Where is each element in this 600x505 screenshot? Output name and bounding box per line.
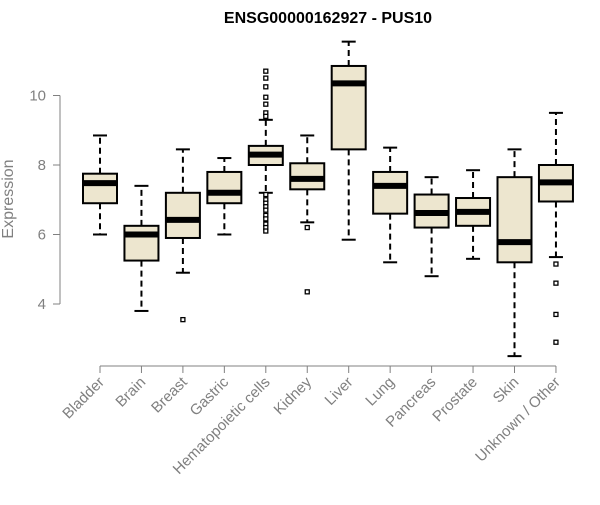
y-tick-label: 4 [38,296,46,313]
box-group [413,176,450,278]
box-iqr [82,172,118,205]
box-group [330,40,367,241]
outlier-point [263,68,269,74]
x-category-label: Breast [148,373,191,416]
box-group [82,134,118,236]
x-category-label: Brain [112,374,149,411]
y-tick-label: 6 [38,227,46,244]
boxes [82,40,574,358]
y-axis-label: Expression [0,159,17,238]
box-iqr [372,170,409,215]
box-group [164,148,201,323]
box-iqr [206,170,243,205]
outlier-point [263,84,269,90]
x-category-label: Liver [322,374,357,409]
box-group [123,184,160,312]
outlier-point [553,311,559,318]
outlier-point [263,191,269,198]
box-group [206,157,243,236]
box-iqr [496,176,533,264]
outlier-point [263,207,269,213]
axes: 4 6 8 10 [29,88,557,373]
box-iqr [330,64,367,151]
box-group [372,146,409,264]
box-iqr [164,191,201,239]
outlier-point [263,228,269,234]
box-group [537,111,574,345]
x-category-label: Bladder [59,374,108,423]
box-group [247,68,284,234]
outlier-point [263,94,269,100]
outlier-point [263,216,269,222]
y-tick-label: 8 [38,157,46,174]
chart-title: ENSG00000162927 - PUS10 [224,10,432,27]
outlier-point [263,101,269,107]
outlier-point [304,289,310,295]
outlier-point [180,316,186,323]
outlier-point [553,339,559,345]
box-iqr [123,224,160,262]
outlier-point [553,261,559,267]
outlier-point [553,280,559,286]
box-group [455,169,492,260]
box-group [289,134,326,295]
x-category-label: Kidney [271,373,316,418]
x-category-label: Skin [490,374,523,407]
box-group [496,148,533,358]
outlier-point [263,113,269,119]
y-tick-label: 10 [29,88,46,105]
outlier-point [304,224,310,231]
x-category-label: Prostate [429,374,481,426]
x-category-label: Lung [362,374,398,410]
outlier-point [263,75,269,81]
